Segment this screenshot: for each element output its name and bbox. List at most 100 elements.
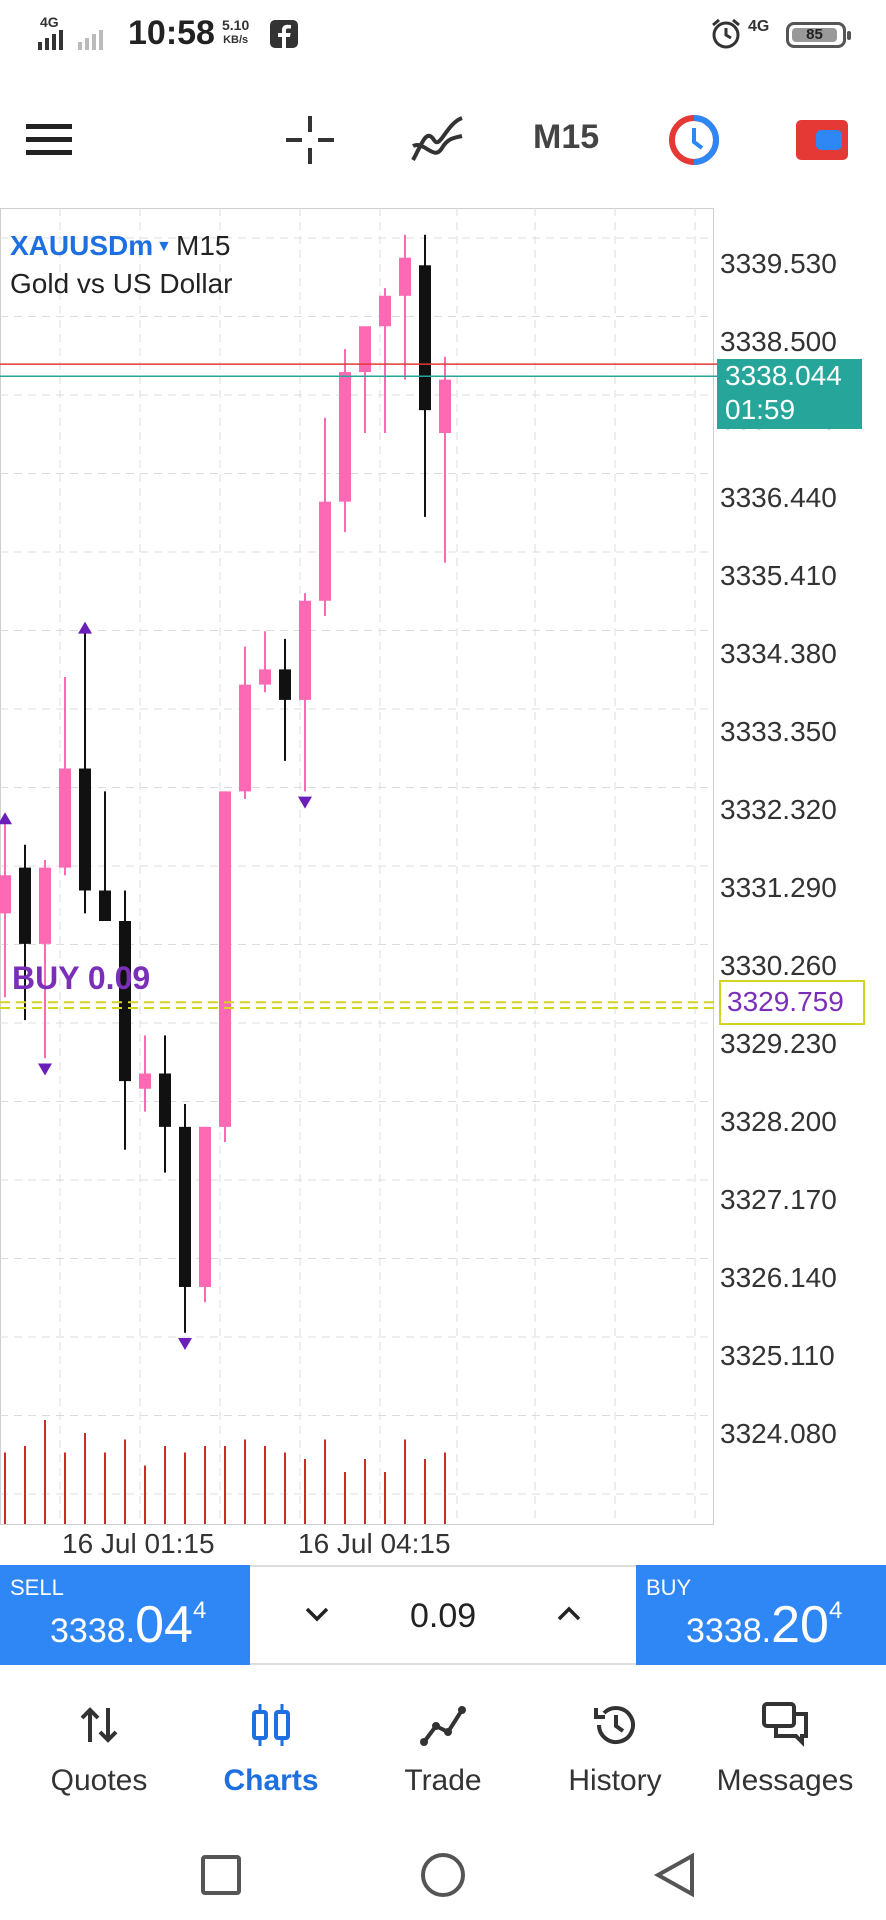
nav-label: Trade <box>404 1764 482 1797</box>
nav-label: Messages <box>716 1764 854 1797</box>
price-tick: 3339.530 <box>720 248 837 279</box>
chevron-down-icon[interactable] <box>302 1599 332 1629</box>
candle-body <box>279 669 291 700</box>
candle-body <box>319 501 331 601</box>
timeframe-button[interactable]: M15 <box>533 118 600 156</box>
order-price-tag: 3329.759 <box>719 980 865 1025</box>
fractal-down-arrow <box>38 1063 52 1076</box>
candle-body <box>119 921 131 1082</box>
nav-messages[interactable]: Messages <box>700 1690 870 1820</box>
symbol-description: Gold vs US Dollar <box>10 268 233 299</box>
candle-body <box>419 265 431 411</box>
price-tick: 3324.080 <box>720 1418 837 1449</box>
network-speed: 5.10 KB/s <box>222 18 249 48</box>
buy-label: BUY <box>646 1575 692 1600</box>
symbol-dropdown-icon[interactable]: ▼ <box>156 238 172 255</box>
price-tick: 3326.140 <box>720 1262 837 1293</box>
symbol-name[interactable]: XAUUSDm <box>10 230 154 261</box>
price-tick: 3328.200 <box>720 1106 837 1137</box>
messages-icon <box>762 1702 808 1747</box>
trade-icon <box>420 1706 466 1746</box>
sell-price-big: 04 <box>135 1596 193 1654</box>
one-click-trading-panel: SELL 3338.044 0.09 BUY 3338.204 <box>0 1565 886 1665</box>
price-tick: 3330.260 <box>720 950 837 981</box>
price-tick: 3338.500 <box>720 326 837 357</box>
bottom-navigation: Quotes Charts Trade History Messages <box>0 1690 886 1820</box>
battery-level: 85 <box>792 27 837 42</box>
fractal-up-arrow <box>0 812 12 825</box>
indicators-icon[interactable] <box>410 114 466 166</box>
candle-body <box>339 372 351 502</box>
bar-timer: 01:59 <box>725 394 796 425</box>
nav-label: History <box>568 1764 662 1797</box>
speed-unit: KB/s <box>223 34 249 46</box>
nav-quotes[interactable]: Quotes <box>14 1690 184 1820</box>
account-icon[interactable] <box>796 120 848 160</box>
home-icon[interactable] <box>420 1852 466 1898</box>
candle-body <box>179 1126 191 1287</box>
crosshair-icon[interactable] <box>284 114 336 166</box>
candle-body <box>219 791 231 1127</box>
candle-body <box>79 768 91 891</box>
candle-body <box>239 684 251 792</box>
candle-body <box>159 1073 171 1127</box>
buy-order-label[interactable]: BUY 0.09 <box>12 960 151 996</box>
nav-label: Quotes <box>50 1764 148 1797</box>
candle-body <box>39 867 51 944</box>
quotes-icon <box>80 1707 118 1743</box>
candle-body <box>439 379 451 434</box>
fractal-up-arrow <box>78 621 92 634</box>
bid-price: 3338.044 <box>725 360 842 391</box>
charts-icon <box>252 1704 290 1746</box>
candle-body <box>0 875 11 914</box>
menu-icon[interactable] <box>26 120 72 160</box>
clock-icon[interactable] <box>668 114 720 166</box>
facebook-icon <box>270 20 298 48</box>
nav-trade[interactable]: Trade <box>358 1690 528 1820</box>
sell-price-main: 3338. <box>50 1612 136 1650</box>
battery-icon: 85 <box>786 22 851 48</box>
chevron-up-icon[interactable] <box>554 1599 584 1629</box>
back-icon[interactable] <box>652 1852 696 1898</box>
date-tick: 16 Jul 01:15 <box>62 1528 215 1559</box>
nav-label: Charts <box>223 1764 319 1797</box>
price-tick: 3333.350 <box>720 716 837 747</box>
history-icon <box>594 1706 635 1745</box>
candle-body <box>139 1073 151 1089</box>
candle-body <box>19 867 31 944</box>
nav-history[interactable]: History <box>530 1690 700 1820</box>
price-tick: 3332.320 <box>720 794 837 825</box>
lot-size-input[interactable]: 0.09 <box>410 1597 477 1635</box>
candle-body <box>299 600 311 700</box>
price-tick: 3327.170 <box>720 1184 837 1215</box>
lot-selector: 0.09 <box>250 1565 636 1665</box>
price-tick: 3331.290 <box>720 872 837 903</box>
price-tick: 3329.230 <box>720 1028 837 1059</box>
sell-price: 3338.044 <box>50 1595 206 1655</box>
buy-button[interactable]: BUY 3338.204 <box>636 1565 886 1665</box>
candle-body <box>379 295 391 327</box>
buy-price: 3338.204 <box>686 1595 842 1655</box>
speed-value: 5.10 <box>222 17 250 33</box>
nav-charts[interactable]: Charts <box>186 1690 356 1820</box>
buy-price-sup: 4 <box>828 1597 843 1624</box>
network-type-secondary: 4G <box>748 18 770 35</box>
fractal-down-arrow <box>298 796 312 809</box>
price-tick: 3335.410 <box>720 560 837 591</box>
buy-price-main: 3338. <box>686 1612 772 1650</box>
clock-time: 10:58 <box>128 14 215 52</box>
price-tick: 3336.440 <box>720 482 837 513</box>
system-navigation-bar <box>0 1830 886 1920</box>
buy-price-big: 20 <box>771 1596 829 1654</box>
sell-price-sup: 4 <box>192 1597 207 1624</box>
recents-icon[interactable] <box>200 1854 242 1896</box>
price-chart[interactable]: XAUUSDm ▼ M15 Gold vs US Dollar 3339.530… <box>0 208 886 1570</box>
sell-button[interactable]: SELL 3338.044 <box>0 1565 250 1665</box>
alarm-icon <box>712 18 740 49</box>
sell-label: SELL <box>10 1575 64 1600</box>
signal-icon <box>38 30 103 50</box>
fractal-down-arrow <box>178 1337 192 1350</box>
symbol-timeframe: M15 <box>176 230 231 261</box>
bid-price-tag: 3338.044 01:59 <box>717 359 862 429</box>
candle-body <box>259 669 271 685</box>
